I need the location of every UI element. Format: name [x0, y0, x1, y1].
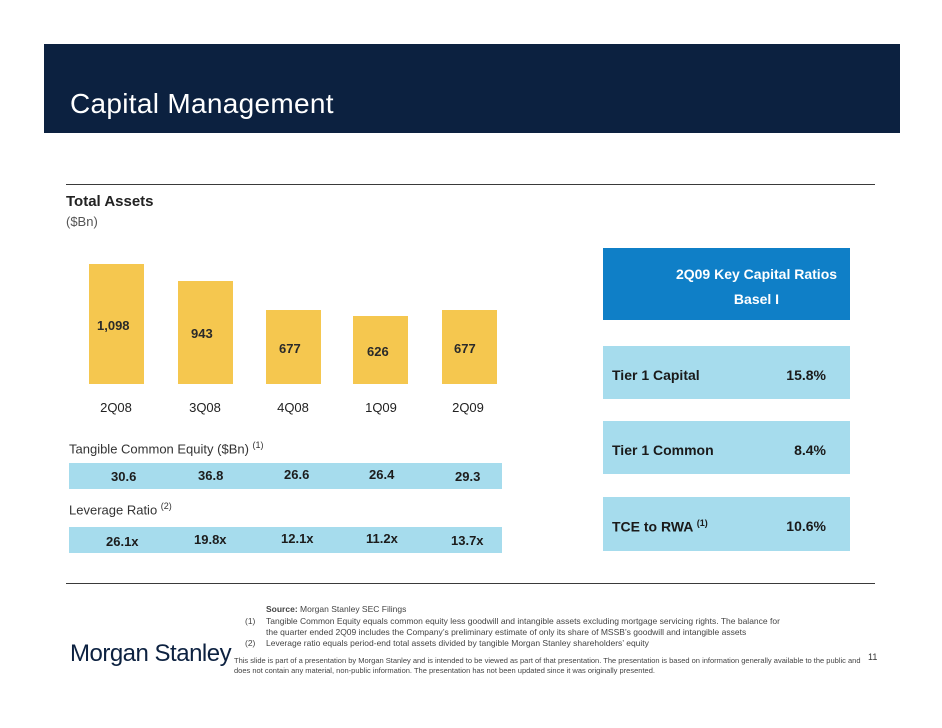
- leverage-note: (2): [160, 501, 172, 511]
- tce-value-2q09: 29.3: [455, 469, 481, 484]
- total-assets-chart: 1,098 943 677 626 677 2Q08 3Q08 4Q08 1Q0…: [89, 264, 497, 415]
- category-2q08: 2Q08: [100, 400, 132, 415]
- morgan-stanley-logo: Morgan Stanley: [70, 640, 232, 667]
- leverage-value-2q09: 13.7x: [451, 533, 484, 548]
- category-4q08: 4Q08: [277, 400, 309, 415]
- ratio-label: Tier 1 Common: [612, 442, 714, 458]
- bar-3q08: [178, 281, 233, 384]
- source-label: Source:: [266, 604, 298, 614]
- footnote-1-line-1: Tangible Common Equity equals common equ…: [266, 616, 780, 626]
- ratios-header: 2Q09 Key Capital Ratios Basel I: [603, 248, 850, 320]
- category-2q09: 2Q09: [452, 400, 484, 415]
- ratio-tce-to-rwa: TCE to RWA (1) 10.6%: [603, 497, 850, 551]
- ratio-value: 10.6%: [786, 518, 826, 534]
- leverage-value-1q09: 11.2x: [366, 531, 398, 546]
- tce-note: (1): [252, 440, 264, 450]
- leverage-label: Leverage Ratio (2): [69, 501, 172, 517]
- category-3q08: 3Q08: [189, 400, 221, 415]
- leverage-value-4q08: 12.1x: [281, 531, 314, 546]
- leverage-strip: [69, 527, 502, 553]
- ratio-label: TCE to RWA (1): [612, 518, 708, 535]
- tce-label: Tangible Common Equity ($Bn) (1): [69, 440, 264, 456]
- disclaimer-line-2: does not contain any material, non-publi…: [234, 666, 655, 675]
- bar-label-2q09: 677: [454, 341, 476, 356]
- bar-2q08: [89, 264, 144, 384]
- ratio-tier1-common: Tier 1 Common 8.4%: [603, 421, 850, 474]
- tce-value-3q08: 36.8: [198, 468, 224, 483]
- tce-value-1q09: 26.4: [369, 467, 395, 482]
- bottom-divider: [66, 583, 875, 584]
- bar-label-4q08: 677: [279, 341, 301, 356]
- total-assets-title: Total Assets: [66, 193, 154, 210]
- ratio-value: 8.4%: [794, 442, 826, 458]
- ratios-header-subtitle: Basel I: [603, 291, 850, 307]
- category-1q09: 1Q09: [365, 400, 397, 415]
- ratios-header-title-text: 2Q09 Key Capital Ratios: [675, 266, 838, 282]
- header-band: [44, 44, 900, 133]
- ratio-tier1-capital: Tier 1 Capital 15.8%: [603, 346, 850, 399]
- page-title: Capital Management: [70, 88, 334, 119]
- ratio-value: 15.8%: [786, 367, 826, 383]
- footnote-1-marker: (1): [245, 616, 256, 626]
- leverage-value-3q08: 19.8x: [194, 532, 227, 547]
- bar-2q09: [442, 310, 497, 384]
- disclaimer-line-1: This slide is part of a presentation by …: [234, 656, 861, 665]
- bar-label-1q09: 626: [367, 344, 389, 359]
- tce-value-4q08: 26.6: [284, 467, 310, 482]
- ratio-label-text: TCE to RWA: [612, 518, 693, 535]
- bar-4q08: [266, 310, 321, 384]
- ratios-header-subtitle-text: Basel I: [733, 291, 780, 307]
- ratio-label: Tier 1 Capital: [612, 367, 700, 383]
- bar-1q09: [353, 316, 408, 384]
- footnote-1-line-2: the quarter ended 2Q09 includes the Comp…: [266, 627, 747, 637]
- leverage-value-2q08: 26.1x: [106, 534, 139, 549]
- bar-label-3q08: 943: [191, 326, 213, 341]
- footnote-2-line-1: Leverage ratio equals period-end total a…: [266, 638, 649, 648]
- ratios-header-title: 2Q09 Key Capital Ratios: [603, 266, 850, 282]
- footnote-2-marker: (2): [245, 638, 256, 648]
- source-text: Morgan Stanley SEC Filings: [300, 604, 407, 614]
- source-line: Source: Morgan Stanley SEC Filings: [266, 604, 406, 614]
- tce-strip: [69, 463, 502, 489]
- top-divider: [66, 184, 875, 185]
- total-assets-unit: ($Bn): [66, 214, 98, 229]
- tce-label-text: Tangible Common Equity ($Bn): [69, 441, 249, 457]
- bar-label-2q08: 1,098: [97, 318, 130, 333]
- ratio-note: (1): [696, 518, 708, 528]
- page-number: 11: [868, 652, 878, 662]
- leverage-label-text: Leverage Ratio: [69, 502, 158, 518]
- tce-value-2q08: 30.6: [111, 469, 137, 484]
